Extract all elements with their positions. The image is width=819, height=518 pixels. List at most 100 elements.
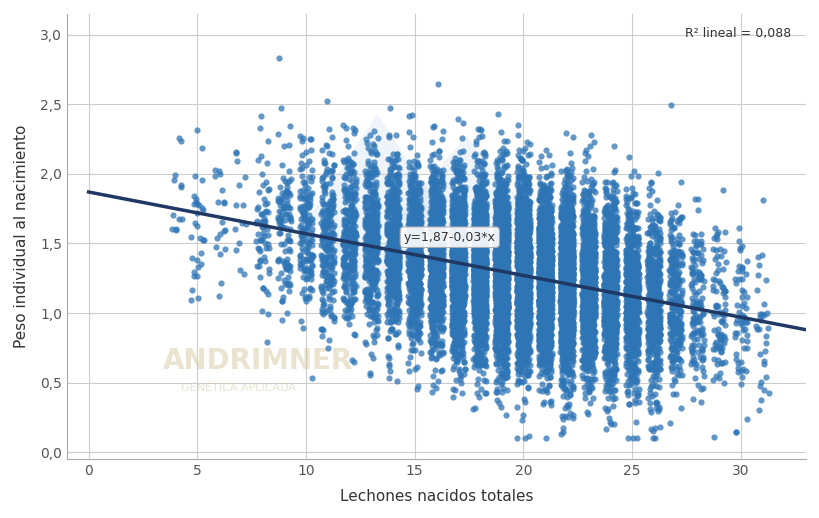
Point — [600, 251, 613, 260]
Point — [648, 363, 661, 371]
Point — [410, 265, 423, 273]
Point — [429, 179, 442, 187]
Point — [522, 299, 535, 307]
Point — [468, 262, 481, 270]
Point — [533, 253, 546, 262]
Point — [523, 311, 536, 320]
Point — [511, 264, 524, 272]
Point — [516, 310, 529, 318]
Point — [491, 230, 505, 238]
Point — [495, 285, 509, 294]
Point — [500, 274, 514, 282]
Point — [477, 295, 491, 303]
Point — [320, 246, 333, 254]
Point — [305, 267, 318, 275]
Point — [424, 264, 437, 272]
Point — [347, 288, 360, 296]
Point — [519, 280, 532, 288]
Point — [432, 286, 445, 295]
Point — [498, 229, 511, 237]
Point — [604, 320, 618, 328]
Point — [316, 182, 329, 190]
Point — [631, 285, 645, 293]
Point — [498, 238, 511, 246]
Point — [609, 326, 622, 335]
Point — [578, 223, 591, 231]
Point — [532, 302, 545, 310]
Point — [391, 287, 405, 296]
Point — [554, 430, 567, 438]
Point — [382, 227, 395, 236]
Point — [491, 275, 504, 283]
Point — [500, 337, 514, 346]
Point — [587, 272, 600, 281]
Point — [554, 318, 567, 326]
Point — [644, 179, 657, 187]
Point — [627, 374, 640, 382]
Point — [685, 341, 698, 349]
Point — [493, 253, 506, 261]
Point — [432, 282, 445, 291]
Point — [543, 279, 556, 287]
Point — [517, 261, 530, 269]
Point — [491, 163, 504, 171]
Point — [258, 208, 271, 216]
Point — [629, 251, 642, 260]
Point — [534, 294, 547, 302]
Point — [554, 297, 568, 306]
Point — [541, 185, 554, 194]
Point — [543, 253, 556, 262]
Point — [759, 309, 772, 318]
Point — [649, 237, 663, 246]
Point — [544, 286, 557, 295]
Point — [563, 380, 576, 388]
Point — [609, 290, 622, 298]
Point — [429, 200, 442, 209]
Point — [522, 282, 535, 291]
Point — [607, 200, 620, 208]
Point — [599, 318, 612, 326]
Point — [605, 318, 618, 326]
Point — [429, 296, 442, 305]
Point — [455, 256, 468, 265]
Point — [345, 196, 358, 205]
Point — [536, 289, 549, 297]
Point — [492, 358, 505, 367]
Point — [651, 168, 664, 177]
Point — [470, 301, 483, 309]
Point — [564, 289, 577, 297]
Point — [511, 296, 524, 305]
Point — [689, 304, 702, 312]
Point — [468, 137, 482, 146]
Point — [586, 224, 599, 232]
Point — [477, 276, 491, 284]
Point — [364, 280, 378, 288]
Point — [410, 235, 423, 243]
Point — [586, 260, 599, 268]
Point — [575, 312, 588, 320]
Point — [583, 290, 596, 298]
Point — [510, 245, 523, 253]
Point — [429, 260, 442, 268]
Point — [576, 290, 589, 298]
Point — [555, 263, 568, 271]
Point — [597, 298, 610, 306]
Point — [428, 180, 441, 188]
Point — [518, 228, 531, 237]
Point — [534, 276, 547, 284]
Point — [475, 243, 488, 251]
Point — [474, 259, 487, 267]
Point — [624, 248, 637, 256]
Point — [517, 205, 530, 213]
Point — [493, 284, 506, 292]
Point — [686, 358, 699, 367]
Point — [541, 208, 554, 216]
Point — [539, 201, 552, 209]
Point — [540, 374, 553, 382]
Point — [499, 215, 512, 224]
Point — [343, 239, 356, 247]
Point — [406, 254, 419, 263]
Point — [554, 251, 568, 260]
Point — [640, 257, 654, 265]
Point — [301, 194, 314, 203]
